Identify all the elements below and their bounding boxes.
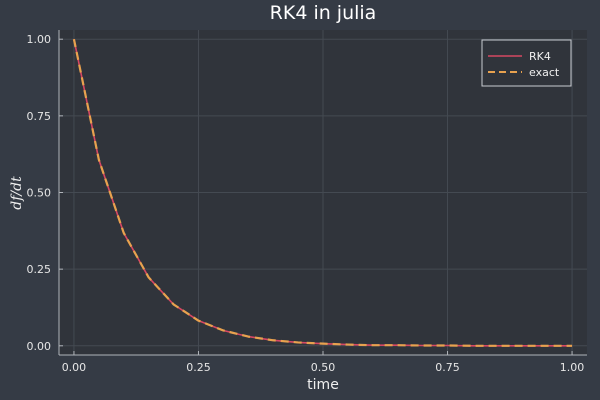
y-tick-label: 1.00 [27,33,52,46]
legend-box [481,39,572,87]
legend-label-exact: exact [529,66,560,79]
series-line-exact [72,38,573,347]
x-tick-label: 0.75 [435,361,460,374]
legend-label-rk4: RK4 [529,50,551,63]
x-tick-label: 0.25 [186,361,211,374]
axes: 0.00 0.25 0.50 0.75 1.00 0.00 0.25 0.50 0.75 1.00 [27,30,587,374]
grid [59,30,587,355]
y-tick-label: 0.25 [27,263,52,276]
y-tick-label: 0.00 [27,340,52,353]
legend: RK4 exact [481,39,572,87]
y-axis-label: df/dt [9,176,25,210]
y-tick-label: 0.50 [27,187,52,200]
chart-title: RK4 in julia [270,2,377,24]
x-tick-label: 1.00 [560,361,585,374]
y-tick-label: 0.75 [27,110,52,123]
x-tick-label: 0.50 [311,361,336,374]
x-tick-label: 0.00 [62,361,87,374]
x-axis-label: time [307,377,339,393]
series-group [72,38,573,347]
